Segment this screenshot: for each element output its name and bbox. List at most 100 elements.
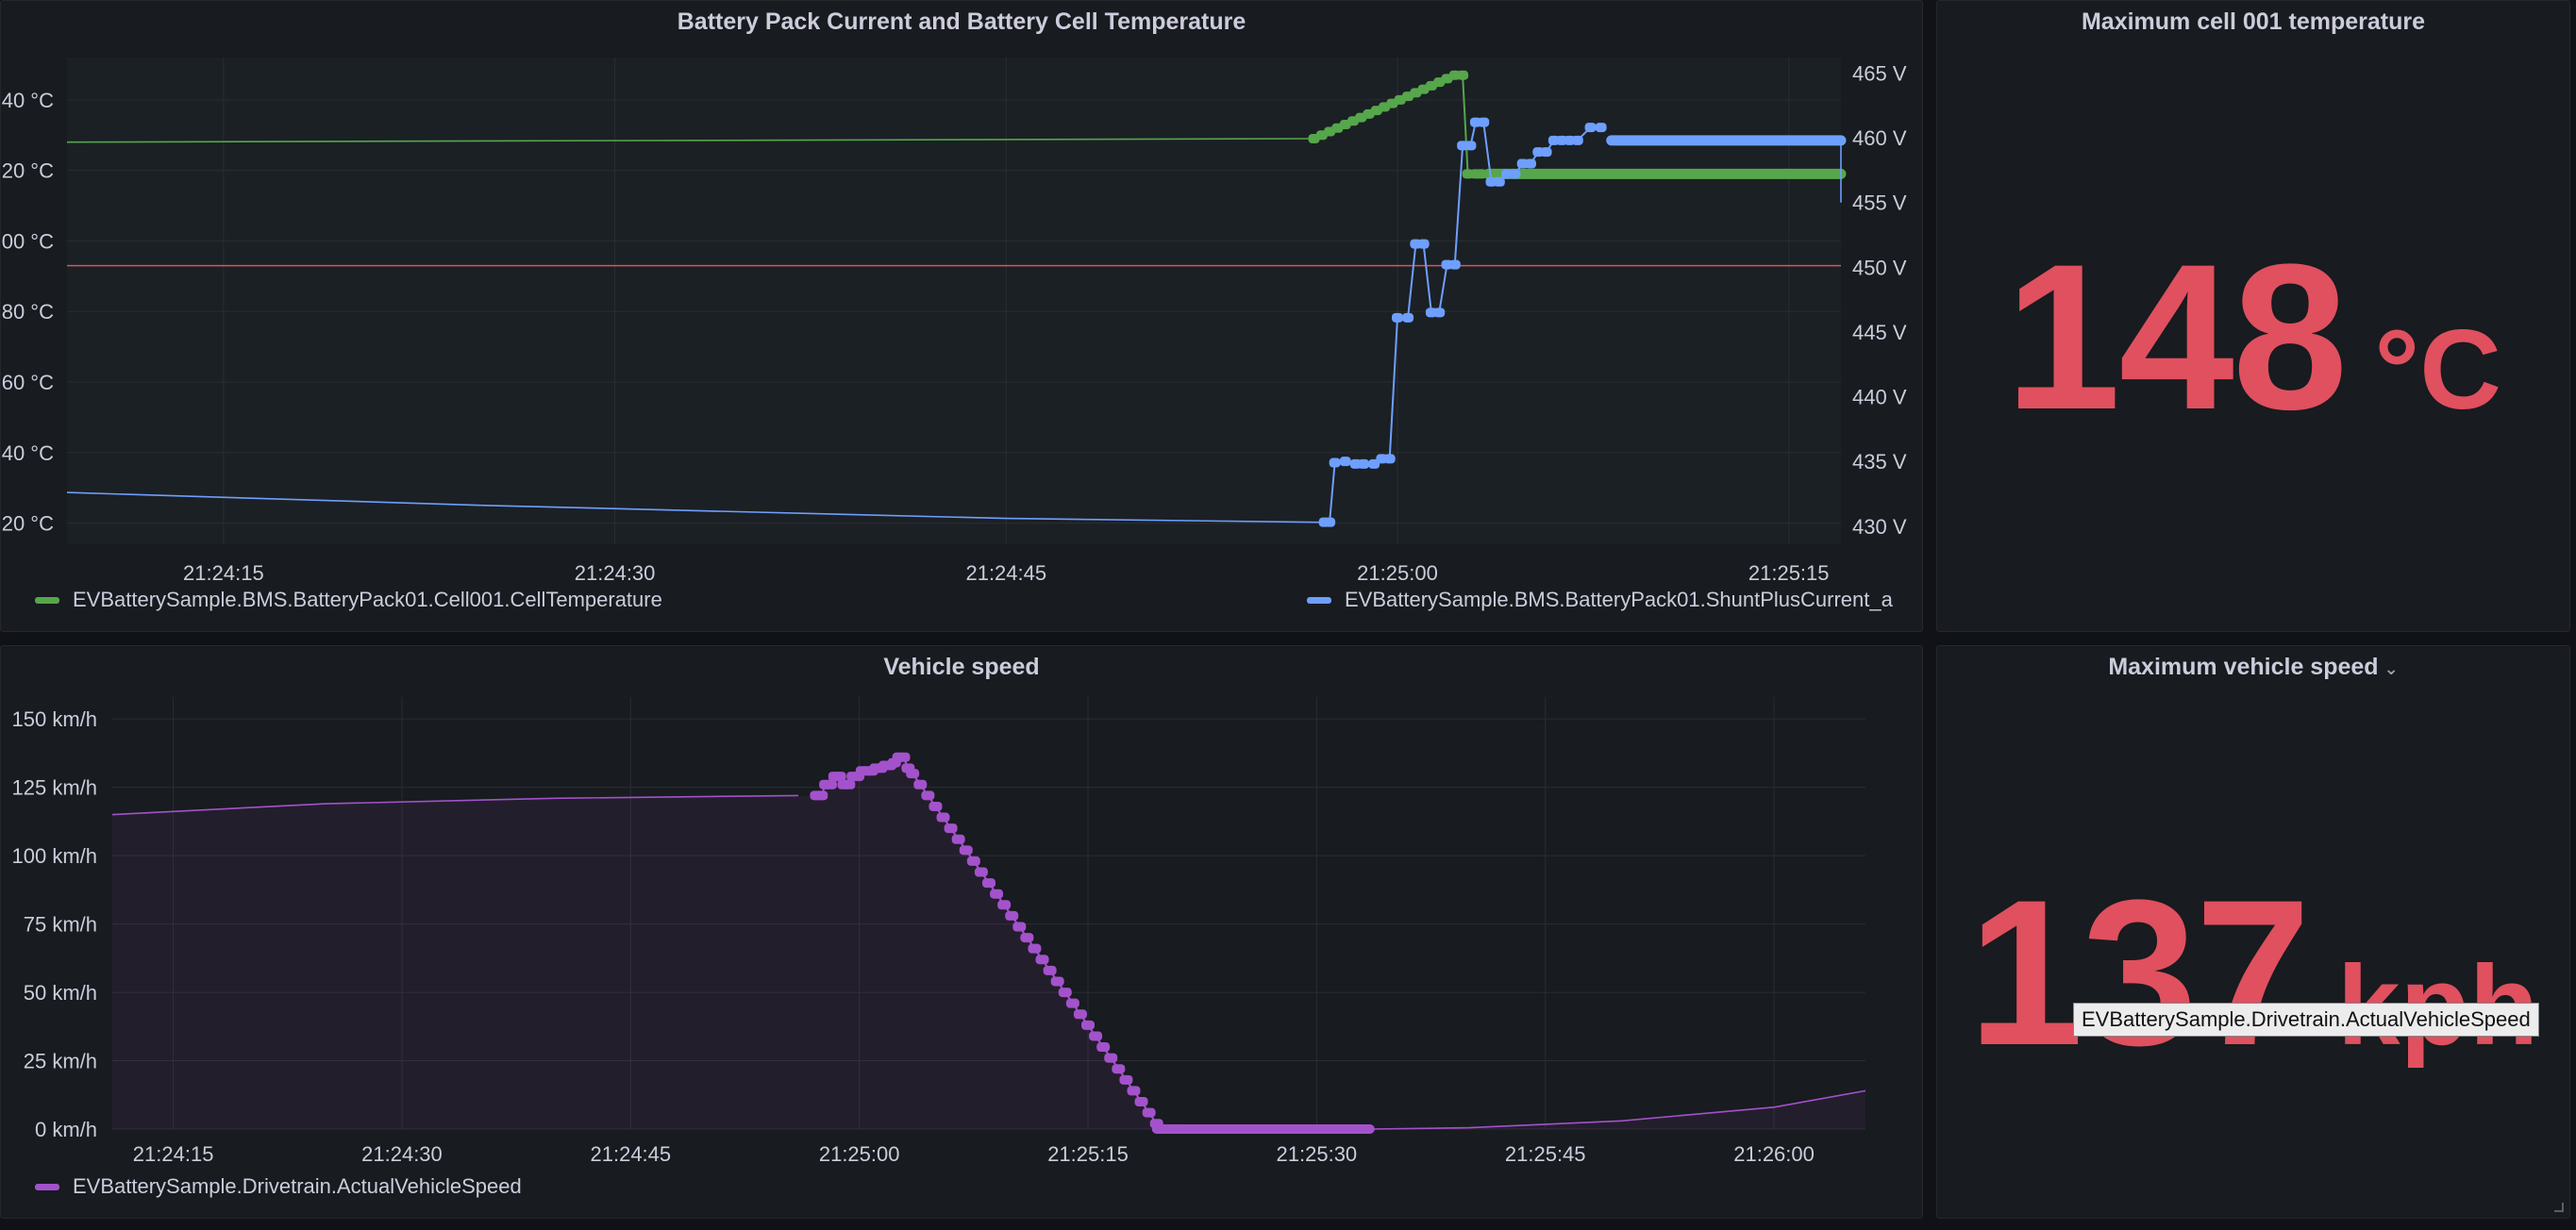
x-tick-label: 21:25:45	[1505, 1142, 1586, 1166]
legend-label: EVBatterySample.BMS.BatteryPack01.ShuntP…	[1345, 588, 1893, 611]
data-point	[1478, 117, 1490, 127]
data-point	[1081, 1020, 1096, 1030]
x-tick-label: 21:24:15	[183, 561, 264, 585]
data-point	[1073, 1009, 1087, 1020]
y-left-tick-label: 80 °C	[2, 300, 54, 324]
y-left-tick-label: 40 °C	[2, 441, 54, 465]
x-tick-label: 21:25:15	[1748, 561, 1830, 585]
data-point	[1509, 169, 1521, 179]
data-point	[1433, 308, 1446, 318]
data-point	[1540, 147, 1552, 158]
data-point	[896, 752, 911, 762]
stat-value: 137kph	[1937, 854, 2569, 1092]
y-tick-label: 125 km/h	[12, 776, 98, 800]
x-tick-label: 21:25:30	[1277, 1142, 1358, 1166]
data-point	[1065, 998, 1079, 1008]
y-left-tick-label: 60 °C	[2, 371, 54, 394]
data-point	[982, 878, 995, 889]
y-right-tick-label: 460 V	[1852, 126, 1907, 150]
x-tick-label: 21:25:00	[819, 1142, 900, 1166]
data-point	[1402, 312, 1414, 323]
chevron-down-icon[interactable]: ⌄	[2384, 659, 2399, 678]
stat-value: 148 °C	[1937, 218, 2569, 457]
y-tick-label: 100 km/h	[12, 844, 98, 868]
panel-title[interactable]: Vehicle speed	[883, 654, 1040, 680]
plot-area	[67, 58, 1841, 544]
data-point	[1020, 933, 1034, 943]
data-point	[928, 801, 943, 811]
data-point	[1028, 943, 1042, 954]
y-left-tick-label: 20 °C	[2, 512, 54, 536]
data-point	[1005, 910, 1019, 921]
data-point	[951, 834, 965, 844]
legend-label: EVBatterySample.Drivetrain.ActualVehicle…	[73, 1174, 522, 1198]
data-point	[814, 790, 828, 801]
data-point	[966, 856, 980, 866]
panel-title[interactable]: Maximum cell 001 temperature	[2081, 8, 2426, 35]
data-point	[832, 772, 846, 782]
data-point	[913, 779, 928, 790]
y-left-tick-label: 120 °C	[1, 159, 54, 183]
data-point	[1571, 135, 1583, 145]
series-area	[112, 756, 1865, 1129]
data-point	[1417, 239, 1430, 249]
y-right-tick-label: 465 V	[1852, 61, 1907, 85]
data-point	[944, 823, 958, 834]
legend-item-shunt-current[interactable]: EVBatterySample.BMS.BatteryPack01.ShuntP…	[1307, 588, 1893, 612]
data-point	[990, 889, 1004, 899]
stat-number: 148	[2005, 221, 2348, 453]
data-point	[1324, 517, 1336, 527]
y-tick-label: 150 km/h	[12, 707, 98, 731]
x-tick-label: 21:24:45	[591, 1142, 672, 1166]
x-tick-label: 21:26:00	[1733, 1142, 1815, 1166]
y-tick-label: 50 km/h	[24, 981, 97, 1005]
y-tick-label: 75 km/h	[24, 913, 97, 937]
y-right-tick-label: 455 V	[1852, 191, 1907, 215]
legend-label: EVBatterySample.BMS.BatteryPack01.Cell00…	[73, 588, 662, 611]
x-tick-label: 21:24:30	[361, 1142, 443, 1166]
panel-title[interactable]: Battery Pack Current and Battery Cell Te…	[677, 8, 1246, 35]
battery-chart[interactable]: 21:24:15 21:24:30 21:24:45 21:25:00 21:25:15…	[1, 29, 1922, 595]
data-point	[1358, 458, 1370, 469]
data-point	[936, 812, 950, 823]
x-tick-label: 21:25:00	[1357, 561, 1438, 585]
data-point	[1043, 965, 1057, 975]
data-point	[1058, 988, 1072, 998]
x-tick-label: 21:24:15	[133, 1142, 214, 1166]
data-point	[1050, 976, 1064, 987]
legend-item-cell-temperature[interactable]: EVBatterySample.BMS.BatteryPack01.Cell00…	[35, 588, 662, 612]
series-trend-before	[66, 491, 1320, 524]
x-tick-label: 21:25:15	[1047, 1142, 1129, 1166]
data-point	[906, 769, 920, 779]
data-point	[1493, 176, 1505, 187]
battery-chart-panel[interactable]: Battery Pack Current and Battery Cell Te…	[0, 0, 1923, 632]
stat-unit: °C	[2374, 307, 2501, 433]
resize-handle[interactable]	[2554, 1203, 2564, 1212]
y-right-tick-label: 435 V	[1852, 450, 1907, 474]
y-tick-label: 0 km/h	[35, 1118, 97, 1141]
y-right-tick-label: 440 V	[1852, 386, 1907, 409]
data-point	[1127, 1086, 1141, 1096]
data-point	[1096, 1042, 1111, 1053]
data-point	[823, 779, 837, 790]
y-tick-label: 25 km/h	[24, 1050, 97, 1073]
data-point	[1448, 259, 1461, 270]
data-point	[1134, 1097, 1148, 1107]
data-point	[1525, 158, 1536, 169]
panel-title[interactable]: Maximum vehicle speed ⌄	[1937, 654, 2569, 681]
legend-item-vehicle-speed[interactable]: EVBatterySample.Drivetrain.ActualVehicle…	[35, 1174, 522, 1199]
max-speed-panel[interactable]: Maximum vehicle speed ⌄ 137kph EVBatteryS…	[1936, 645, 2570, 1219]
data-point	[959, 845, 973, 856]
data-point	[842, 779, 856, 790]
data-point	[1012, 922, 1027, 932]
vehicle-speed-chart[interactable]: 21:24:15 21:24:30 21:24:45 21:25:00 21:25:15…	[1, 674, 1922, 1193]
panel-title-text: Maximum vehicle speed	[2108, 654, 2379, 680]
max-temperature-panel[interactable]: Maximum cell 001 temperature 148 °C	[1936, 0, 2570, 632]
data-point	[1339, 457, 1351, 467]
series-trend-before	[66, 138, 1314, 143]
data-point	[1392, 312, 1403, 323]
data-point	[1142, 1107, 1156, 1118]
x-tick-label: 21:24:30	[575, 561, 656, 585]
vehicle-speed-panel[interactable]: Vehicle speed 21:24:15 21:24:30 21:24:45 21…	[0, 645, 1923, 1219]
data-point	[1089, 1031, 1103, 1041]
